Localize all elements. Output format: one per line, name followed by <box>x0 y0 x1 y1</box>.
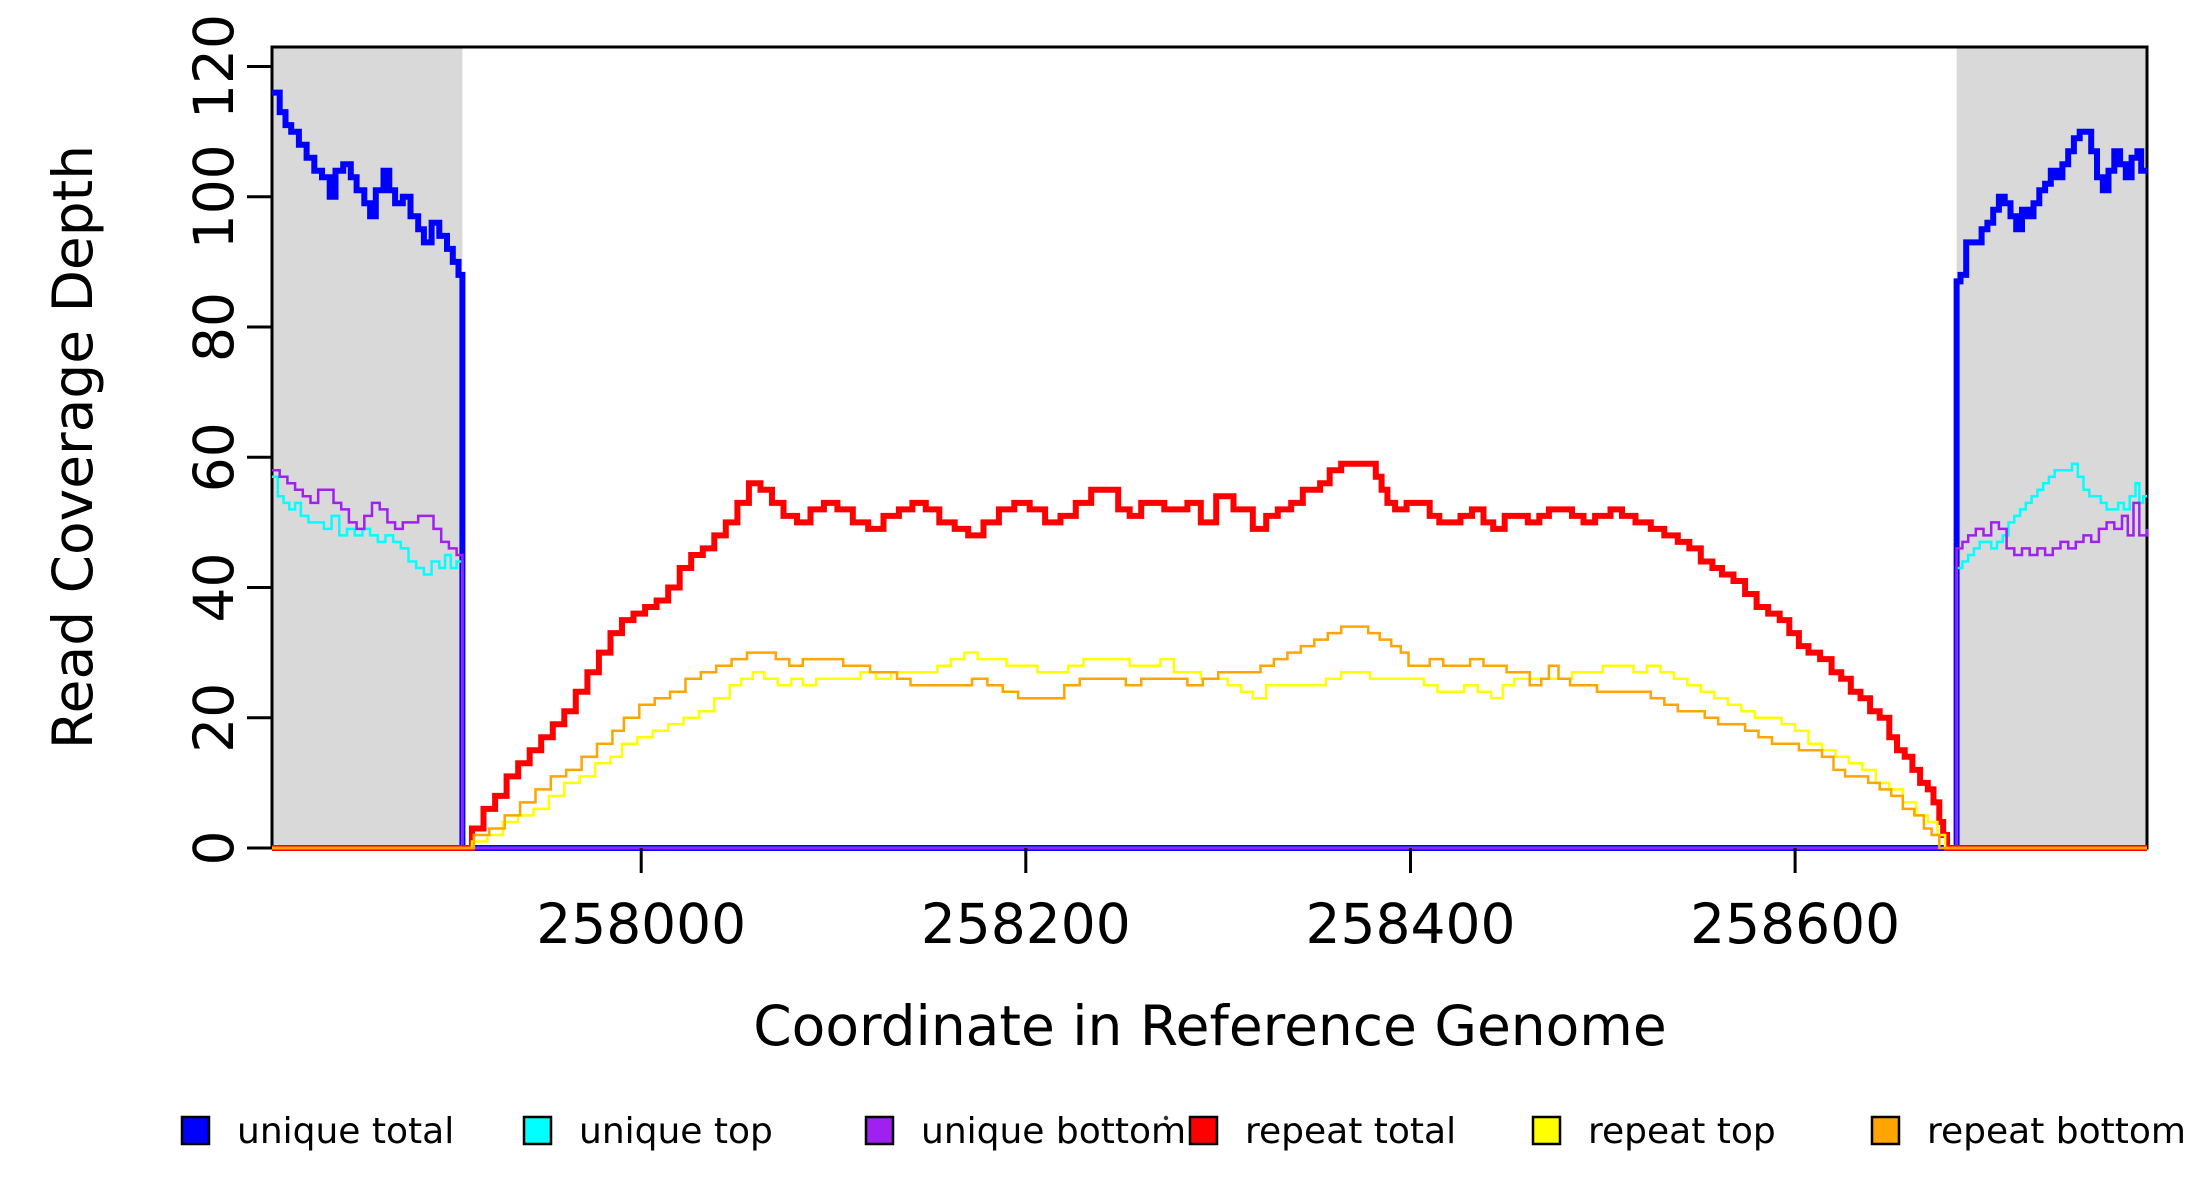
x-tick-label: 258600 <box>1690 892 1900 956</box>
legend-label-unique-top: unique top <box>579 1111 773 1152</box>
legend-label-repeat-top: repeat top <box>1588 1111 1776 1152</box>
legend-swatch-repeat-bottom <box>1870 1115 1901 1146</box>
y-tick-label: 20 <box>182 683 246 753</box>
legend: unique total unique top unique bottom repea… <box>180 1111 2186 1152</box>
series-line-repeat-total <box>272 460 2147 851</box>
series-line-unique-top <box>272 462 2147 850</box>
y-tick-label: 100 <box>182 144 246 249</box>
x-tick-label: 258200 <box>921 892 1131 956</box>
y-tick-label: 60 <box>182 422 246 492</box>
legend-swatch-unique-total <box>180 1115 211 1146</box>
legend-swatch-repeat-top <box>1531 1115 1562 1146</box>
legend-swatch-unique-bottom <box>864 1115 895 1146</box>
stray-dot <box>1163 1115 1169 1121</box>
y-axis-title: Read Coverage Depth <box>41 145 105 749</box>
y-tick-label: 40 <box>182 553 246 623</box>
y-axis: 0 20 40 60 80 100 120 <box>182 14 272 866</box>
legend-label-unique-bottom: unique bottom <box>921 1111 1186 1152</box>
shaded-region-flank-left <box>272 47 463 848</box>
series-line-unique-bottom <box>272 469 2149 850</box>
series-line-unique-total <box>272 89 2147 851</box>
x-tick-label: 258000 <box>536 892 746 956</box>
x-tick-label: 258400 <box>1306 892 1516 956</box>
y-tick-label: 0 <box>182 831 246 866</box>
series-line-repeat-top <box>272 651 2147 850</box>
x-axis-title: Coordinate in Reference Genome <box>753 994 1666 1058</box>
legend-label-unique-total: unique total <box>237 1111 454 1152</box>
legend-label-repeat-bottom: repeat bottom <box>1927 1111 2186 1152</box>
y-tick-label: 80 <box>182 292 246 362</box>
legend-swatch-unique-top <box>522 1115 553 1146</box>
legend-swatch-repeat-total <box>1188 1115 1219 1146</box>
series-line-repeat-bottom <box>272 625 2147 850</box>
y-tick-label: 120 <box>182 14 246 119</box>
x-axis: 258000 258200 258400 258600 <box>536 848 1900 956</box>
series-lines <box>272 89 2149 851</box>
legend-label-repeat-total: repeat total <box>1245 1111 1456 1152</box>
